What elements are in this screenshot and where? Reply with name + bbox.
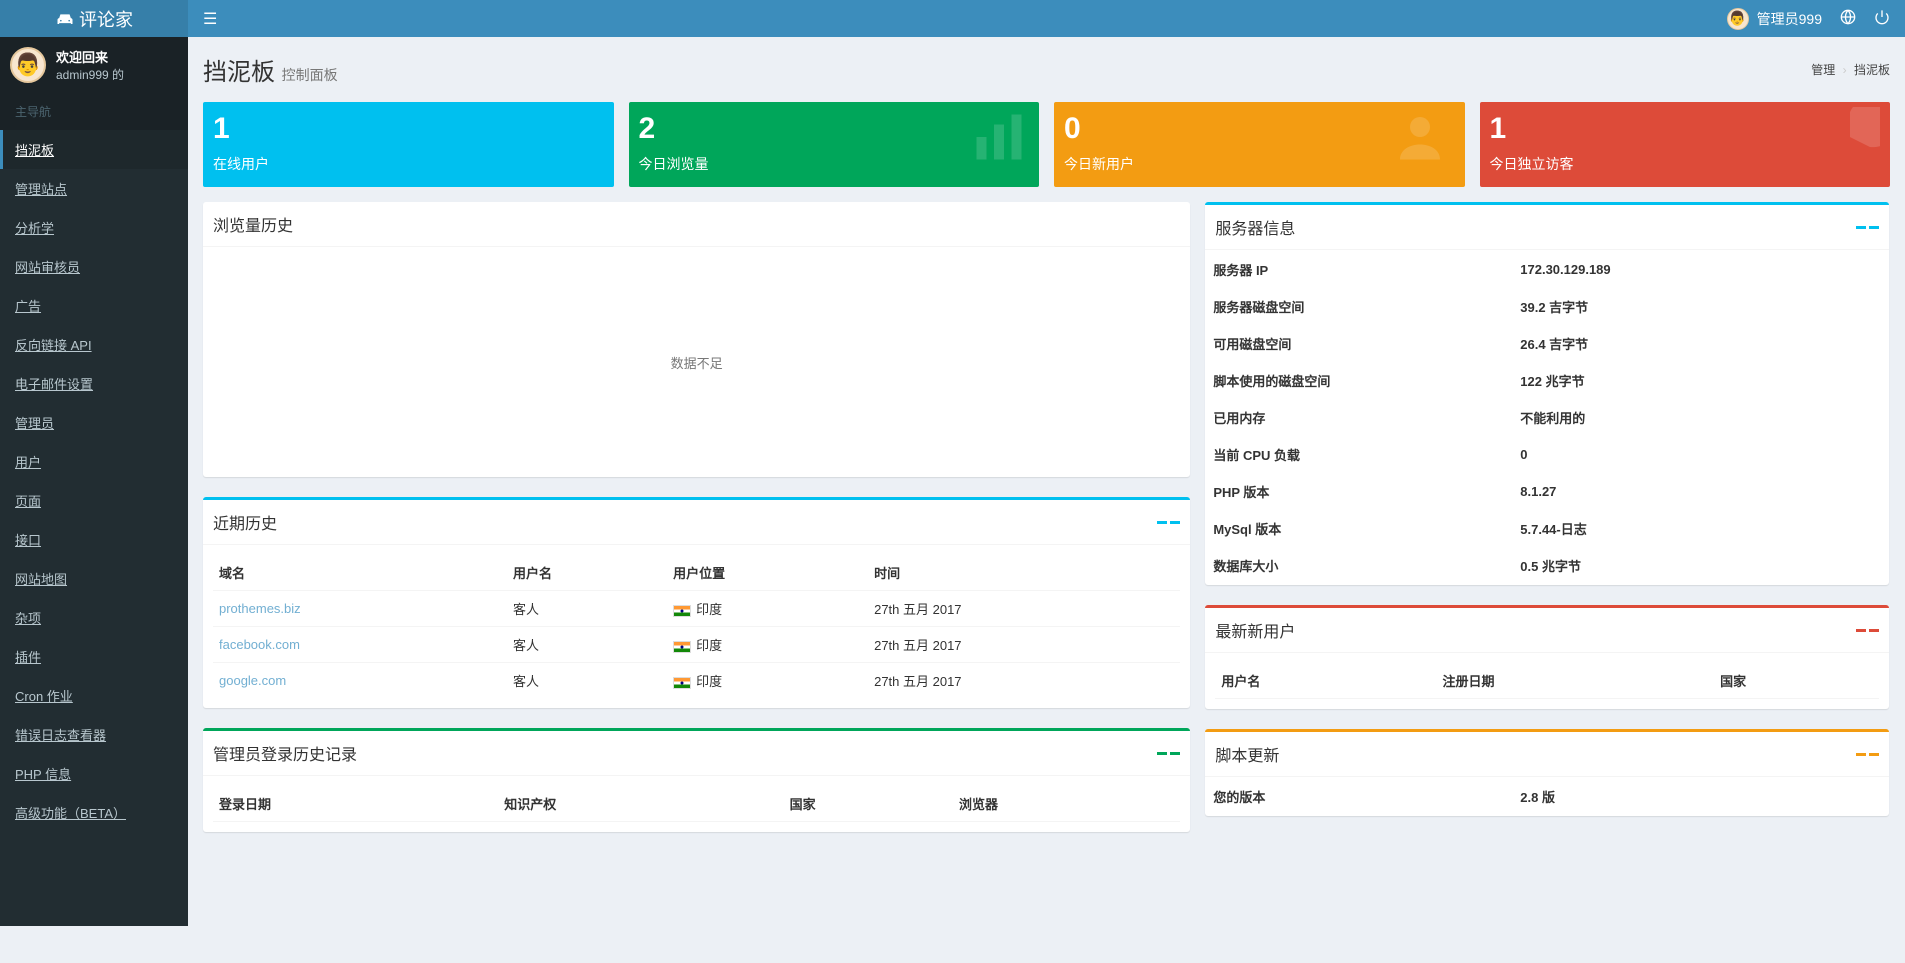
sidebar-item[interactable]: 页面 — [0, 481, 188, 520]
stat-icon — [1395, 107, 1455, 181]
history-chart-empty: 数据不足 — [213, 257, 1180, 467]
sidebar-item[interactable]: 杂项 — [0, 598, 188, 637]
avatar-icon: 👨 — [1727, 8, 1749, 30]
navbar-right: 👨 管理员999 — [1727, 8, 1890, 30]
table-row: 当前 CPU 负载0 — [1207, 437, 1887, 472]
sidebar-item[interactable]: 接口 — [0, 520, 188, 559]
sidebar-item[interactable]: 错误日志查看器 — [0, 715, 188, 754]
stat-icon — [969, 107, 1029, 181]
page-subtitle: 控制面板 — [282, 67, 338, 83]
history-title: 浏览量历史 — [213, 212, 293, 236]
username-text: admin999 的 — [56, 66, 124, 83]
table-row: 服务器磁盘空间39.2 吉字节 — [1207, 289, 1887, 324]
table-row: 可用磁盘空间26.4 吉字节 — [1207, 326, 1887, 361]
recent-history-box: 近期历史 域名 用户名 用户位置 时间 pr — [203, 497, 1190, 708]
sidebar-item[interactable]: Cron 作业 — [0, 676, 188, 715]
table-row: MySql 版本5.7.44-日志 — [1207, 511, 1887, 546]
box-tools[interactable] — [1856, 753, 1879, 756]
box-tools[interactable] — [1157, 521, 1180, 524]
box-tools[interactable] — [1157, 752, 1180, 755]
history-box: 浏览量历史 数据不足 — [203, 202, 1190, 477]
domain-link[interactable]: google.com — [219, 673, 286, 688]
login-history-table: 登录日期 知识产权 国家 浏览器 — [213, 786, 1180, 822]
sidebar-item[interactable]: 管理员 — [0, 403, 188, 442]
new-users-title: 最新新用户 — [1215, 618, 1295, 642]
sidebar-item[interactable]: 挡泥板 — [0, 130, 188, 169]
table-row: PHP 版本8.1.27 — [1207, 474, 1887, 509]
sidebar-item[interactable]: PHP 信息 — [0, 754, 188, 793]
domain-link[interactable]: facebook.com — [219, 637, 300, 652]
logo-text: 评论家 — [79, 6, 133, 32]
new-users-table: 用户名 注册日期 国家 — [1215, 663, 1879, 699]
welcome-text: 欢迎回来 — [56, 47, 124, 66]
recent-title: 近期历史 — [213, 510, 277, 534]
updates-box: 脚本更新 您的版本2.8 版 — [1205, 729, 1889, 816]
sidebar-toggle[interactable]: ☰ — [203, 9, 217, 29]
breadcrumb: 管理 › 挡泥板 — [1811, 61, 1890, 78]
stat-box[interactable]: 1 在线用户 — [203, 102, 614, 187]
sidebar-item[interactable]: 插件 — [0, 637, 188, 676]
login-history-title: 管理员登录历史记录 — [213, 741, 357, 765]
flag-icon — [673, 641, 691, 653]
sidebar-item[interactable]: 网站地图 — [0, 559, 188, 598]
current-user[interactable]: 👨 管理员999 — [1727, 8, 1822, 30]
table-row: 服务器 IP172.30.129.189 — [1207, 252, 1887, 287]
table-row: prothemes.biz客人印度27th 五月 2017 — [213, 591, 1180, 627]
sidebar-item[interactable]: 高级功能（BETA） — [0, 793, 188, 832]
table-row: 已用内存不能利用的 — [1207, 400, 1887, 435]
sidebar-item[interactable]: 广告 — [0, 286, 188, 325]
server-info-box: 服务器信息 服务器 IP172.30.129.189服务器磁盘空间39.2 吉字… — [1205, 202, 1889, 585]
user-panel: 👨 欢迎回来 admin999 的 — [0, 37, 188, 93]
stat-box[interactable]: 1今日独立访客 — [1480, 102, 1891, 187]
user-label: 管理员999 — [1757, 9, 1822, 29]
sidebar-item[interactable]: 反向链接 API — [0, 325, 188, 364]
page-title: 挡泥板 控制面板 — [203, 52, 338, 87]
table-row: google.com客人印度27th 五月 2017 — [213, 663, 1180, 699]
flag-icon — [673, 677, 691, 689]
box-tools[interactable] — [1856, 226, 1879, 229]
logo[interactable]: 评论家 — [0, 0, 188, 37]
table-row: 数据库大小0.5 兆字节 — [1207, 548, 1887, 583]
new-users-box: 最新新用户 用户名 注册日期 国家 — [1205, 605, 1889, 709]
table-row: 您的版本2.8 版 — [1207, 779, 1887, 814]
sidebar-menu: 挡泥板管理站点分析学网站审核员广告反向链接 API电子邮件设置管理员用户页面接口… — [0, 130, 188, 832]
sidebar-item[interactable]: 分析学 — [0, 208, 188, 247]
stat-box[interactable]: 0今日新用户 — [1054, 102, 1465, 187]
top-navbar: ☰ 👨 管理员999 — [188, 0, 1905, 37]
server-info-title: 服务器信息 — [1215, 215, 1295, 239]
stats-row: 1 在线用户 2今日浏览量0今日新用户1今日独立访客 — [203, 102, 1890, 187]
sidebar-item[interactable]: 网站审核员 — [0, 247, 188, 286]
sidebar-item[interactable]: 管理站点 — [0, 169, 188, 208]
flag-icon — [673, 605, 691, 617]
stat-box[interactable]: 2今日浏览量 — [629, 102, 1040, 187]
recent-table: 域名 用户名 用户位置 时间 prothemes.biz客人印度27th 五月 … — [213, 555, 1180, 698]
box-tools[interactable] — [1856, 629, 1879, 632]
avatar-icon: 👨 — [10, 47, 46, 83]
globe-icon[interactable] — [1840, 9, 1856, 28]
sidebar-section-header: 主导航 — [0, 93, 188, 130]
main-header: 评论家 ☰ 👨 管理员999 — [0, 0, 1905, 37]
stat-icon — [1820, 107, 1880, 181]
main-sidebar: 👨 欢迎回来 admin999 的 主导航 挡泥板管理站点分析学网站审核员广告反… — [0, 37, 188, 926]
updates-table: 您的版本2.8 版 — [1205, 777, 1889, 816]
updates-title: 脚本更新 — [1215, 742, 1279, 766]
content-header: 挡泥板 控制面板 管理 › 挡泥板 — [188, 37, 1905, 102]
login-history-box: 管理员登录历史记录 登录日期 知识产权 国家 浏览器 — [203, 728, 1190, 832]
domain-link[interactable]: prothemes.biz — [219, 601, 301, 616]
car-icon — [55, 9, 75, 29]
stat-value: 1 — [213, 112, 604, 146]
server-table: 服务器 IP172.30.129.189服务器磁盘空间39.2 吉字节可用磁盘空… — [1205, 250, 1889, 585]
sidebar-item[interactable]: 电子邮件设置 — [0, 364, 188, 403]
stat-label: 在线用户 — [213, 154, 604, 174]
sidebar-item[interactable]: 用户 — [0, 442, 188, 481]
power-icon[interactable] — [1874, 9, 1890, 28]
table-row: facebook.com客人印度27th 五月 2017 — [213, 627, 1180, 663]
table-row: 脚本使用的磁盘空间122 兆字节 — [1207, 363, 1887, 398]
